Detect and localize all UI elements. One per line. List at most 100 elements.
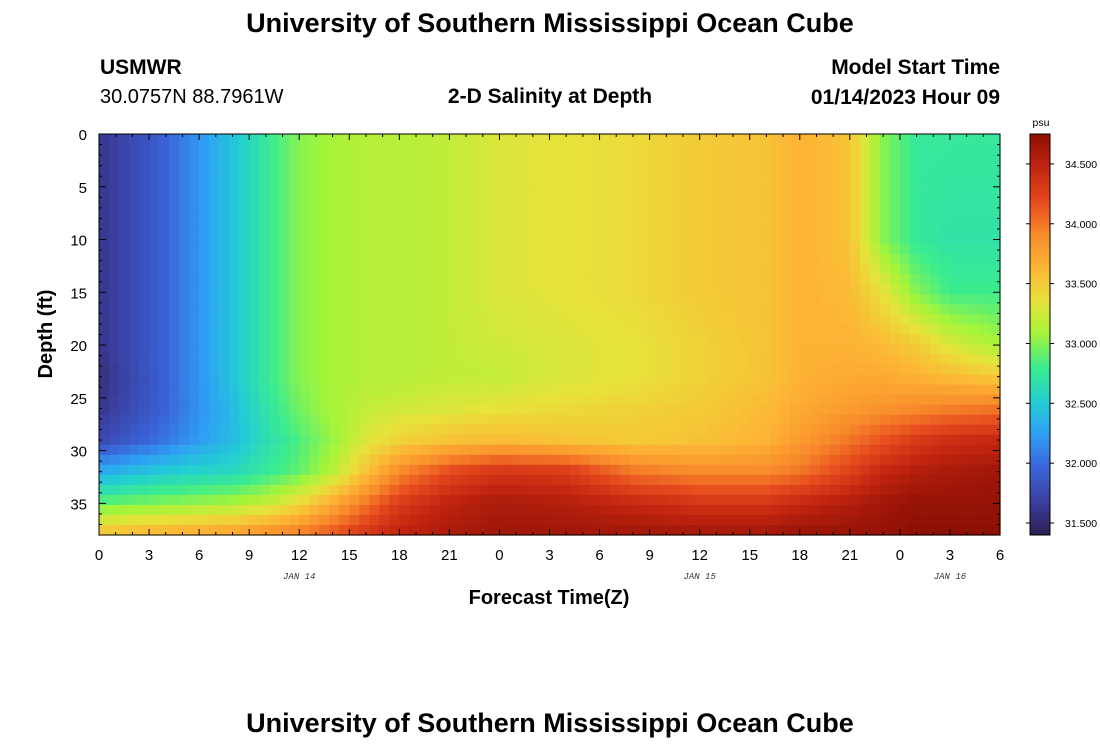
heatmap-cell bbox=[579, 204, 591, 215]
heatmap-cell bbox=[539, 204, 551, 215]
heatmap-cell bbox=[609, 144, 621, 155]
heatmap-cell bbox=[539, 424, 551, 436]
heatmap-cell bbox=[569, 154, 581, 165]
heatmap-cell bbox=[829, 174, 841, 185]
heatmap-cell bbox=[589, 224, 601, 235]
heatmap-cell bbox=[299, 304, 310, 316]
heatmap-cell bbox=[649, 404, 661, 416]
heatmap-cell bbox=[639, 254, 651, 265]
heatmap-cell bbox=[139, 424, 150, 436]
heatmap-cell bbox=[499, 334, 511, 346]
heatmap-cell bbox=[519, 474, 531, 486]
heatmap-cell bbox=[659, 334, 671, 346]
heatmap-cell bbox=[209, 294, 220, 306]
heatmap-cell bbox=[729, 494, 741, 506]
heatmap-cell bbox=[219, 304, 230, 316]
y-tick-label: 0 bbox=[79, 127, 87, 144]
heatmap-cell bbox=[409, 334, 420, 346]
heatmap-cell bbox=[109, 194, 120, 205]
heatmap-cell bbox=[289, 374, 300, 386]
heatmap-cell bbox=[699, 434, 711, 446]
heatmap-cell bbox=[119, 434, 130, 446]
heatmap-cell bbox=[659, 204, 671, 215]
heatmap-cell bbox=[929, 164, 941, 175]
heatmap-cell bbox=[879, 144, 891, 155]
heatmap-cell bbox=[399, 194, 410, 205]
heatmap-cell bbox=[169, 214, 180, 225]
heatmap-cell bbox=[819, 334, 831, 346]
heatmap-cell bbox=[699, 154, 711, 165]
heatmap-cell bbox=[739, 174, 751, 185]
heatmap-cell bbox=[979, 424, 991, 436]
heatmap-cell bbox=[209, 524, 220, 536]
heatmap-cell bbox=[499, 484, 511, 496]
heatmap-cell bbox=[789, 194, 801, 205]
heatmap-cell bbox=[789, 514, 801, 526]
heatmap-cell bbox=[989, 284, 1001, 296]
heatmap-cell bbox=[509, 424, 521, 436]
heatmap-cell bbox=[249, 454, 260, 466]
heatmap-cell bbox=[599, 184, 611, 195]
heatmap-cell bbox=[589, 254, 601, 265]
heatmap-cell bbox=[549, 494, 561, 506]
heatmap-cell bbox=[599, 374, 611, 386]
heatmap-cell bbox=[889, 504, 901, 516]
heatmap-cell bbox=[179, 494, 190, 506]
heatmap-cell bbox=[239, 234, 250, 245]
heatmap-cell bbox=[409, 164, 420, 175]
heatmap-cell bbox=[129, 524, 140, 536]
heatmap-cell bbox=[419, 244, 430, 255]
heatmap-cell bbox=[729, 474, 741, 486]
heatmap-cell bbox=[159, 144, 170, 155]
heatmap-cell bbox=[629, 514, 641, 526]
heatmap-cell bbox=[189, 214, 200, 225]
heatmap-cell bbox=[319, 144, 330, 155]
heatmap-cell bbox=[139, 324, 150, 336]
heatmap-cell bbox=[329, 524, 340, 536]
heatmap-cell bbox=[579, 434, 591, 446]
heatmap-cell bbox=[109, 414, 120, 426]
heatmap-cell bbox=[279, 174, 290, 185]
heatmap-cell bbox=[179, 344, 190, 356]
heatmap-cell bbox=[689, 414, 701, 426]
heatmap-cell bbox=[939, 244, 951, 255]
heatmap-cell bbox=[349, 284, 360, 296]
heatmap-cell bbox=[469, 234, 481, 245]
heatmap-cell bbox=[639, 144, 651, 155]
heatmap-cell bbox=[229, 344, 240, 356]
heatmap-cell bbox=[579, 464, 591, 476]
heatmap-cell bbox=[669, 234, 681, 245]
heatmap-cell bbox=[99, 514, 110, 526]
heatmap-cell bbox=[159, 294, 170, 306]
heatmap-cell bbox=[819, 484, 831, 496]
heatmap-cell bbox=[519, 464, 531, 476]
heatmap-cell bbox=[819, 224, 831, 235]
heatmap-cell bbox=[489, 274, 501, 285]
heatmap-cell bbox=[169, 414, 180, 426]
heatmap-cell bbox=[959, 414, 971, 426]
heatmap-cell bbox=[459, 344, 471, 356]
heatmap-cell bbox=[319, 414, 330, 426]
heatmap-cell bbox=[879, 514, 891, 526]
heatmap-cell bbox=[379, 164, 390, 175]
heatmap-cell bbox=[349, 364, 360, 376]
heatmap-cell bbox=[619, 174, 631, 185]
heatmap-cell bbox=[929, 224, 941, 235]
heatmap-cell bbox=[419, 134, 430, 145]
heatmap-cell bbox=[269, 444, 280, 456]
heatmap-cell bbox=[249, 504, 260, 516]
heatmap-cell bbox=[699, 334, 711, 346]
heatmap-cell bbox=[599, 224, 611, 235]
heatmap-cell bbox=[249, 144, 260, 155]
heatmap-cell bbox=[889, 184, 901, 195]
heatmap-cell bbox=[239, 274, 250, 285]
heatmap-cell bbox=[969, 154, 981, 165]
heatmap-cell bbox=[349, 234, 360, 245]
heatmap-cell bbox=[309, 414, 320, 426]
heatmap-cell bbox=[749, 364, 761, 376]
heatmap-cell bbox=[909, 364, 921, 376]
heatmap-cell bbox=[789, 144, 801, 155]
heatmap-cell bbox=[549, 324, 561, 336]
heatmap-cell bbox=[589, 174, 601, 185]
heatmap-cell bbox=[629, 354, 641, 366]
